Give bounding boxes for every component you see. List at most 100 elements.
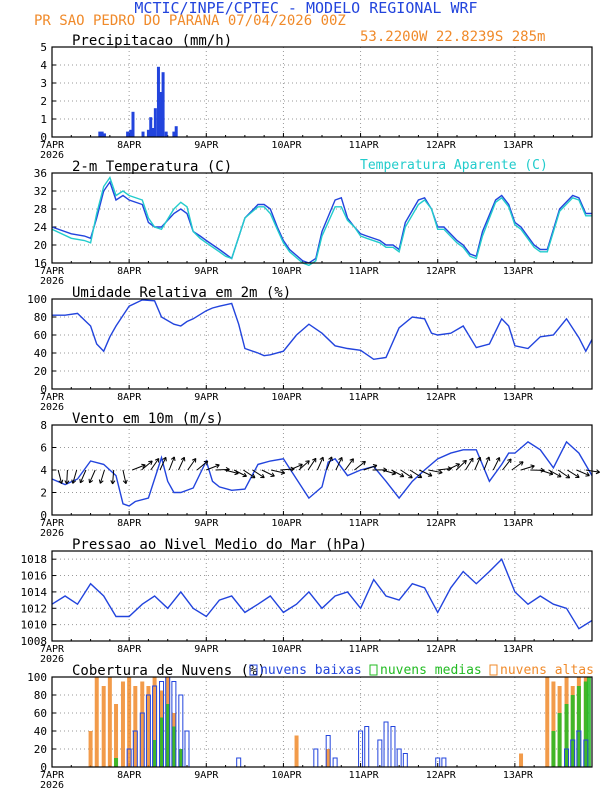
x-tick-label: 12APR [426, 140, 457, 151]
cloud-bar-nuvens-altas [114, 704, 119, 767]
x-tick-label: 13APR [503, 392, 534, 403]
x-tick-label: 9APR [194, 518, 219, 529]
wind-arrow-head [173, 456, 176, 461]
precip-bar [98, 131, 102, 137]
wind-arrow [511, 461, 524, 471]
wind-arrow-head [99, 480, 104, 484]
wind-arrow [391, 469, 405, 478]
cloud-bar-nuvens-medias [178, 749, 183, 767]
wind-arrow-head [349, 458, 354, 461]
cloud-bar-nuvens-altas [88, 731, 93, 767]
wind-arrow-head [262, 473, 265, 478]
wind-arrow [206, 464, 220, 471]
precip-bar [129, 129, 133, 137]
wind-arrow [252, 469, 265, 479]
wind-arrow-head [79, 478, 81, 483]
wind-arrow [150, 458, 160, 471]
panel-frame [51, 424, 593, 516]
wind-arrow-head [203, 460, 208, 463]
wind-arrow [132, 464, 146, 471]
wind-arrow-head [585, 475, 590, 477]
cloud-bar-nuvens-altas [519, 753, 524, 767]
wind-arrow-head [530, 464, 535, 467]
wind-arrow-head [290, 468, 295, 472]
cloud-bar-nuvens-medias [165, 704, 170, 767]
x-tick-label: 7APR [40, 644, 65, 655]
wind-arrow [289, 463, 303, 471]
x-tick-label: 9APR [194, 140, 219, 151]
cloud-bar-nuvens-medias [557, 713, 562, 767]
x-tick-label: 11APR [349, 392, 380, 403]
panel-title: Cobertura de Nuvens (%) [72, 663, 266, 679]
wind-arrow [585, 469, 600, 473]
y-tick-label: 5 [40, 41, 47, 54]
wind-arrow-head [488, 456, 491, 461]
panel-title: 2-m Temperatura (C) [72, 159, 232, 175]
wind-arrow [196, 460, 209, 471]
wind-arrow [57, 469, 63, 484]
header-title: MCTIC/INPE/CPTEC - MODELO REGIONAL WRF [134, 0, 477, 17]
cloud-bar-nuvens-medias [159, 717, 164, 767]
x-tick-label: 11APR [349, 644, 380, 655]
y-tick-label: 1012 [21, 602, 48, 615]
header-coords: 53.2200W 22.8239S 285m [360, 29, 545, 45]
wind-arrow-head [154, 458, 159, 461]
panel-frame [51, 172, 593, 264]
wind-arrow-head [66, 480, 70, 485]
x-tick-label: 13APR [503, 644, 534, 655]
wind-arrow-head [298, 463, 303, 465]
x-tick-label: 10APR [271, 518, 302, 529]
wind-arrow [326, 456, 333, 471]
wind-arrow-head [72, 480, 77, 484]
series-line-1 [52, 299, 593, 361]
cloud-bar-nuvens-altas [294, 735, 299, 767]
wind-arrow [418, 469, 433, 477]
y-tick-label: 8 [40, 419, 47, 432]
x-tick-label: 7APR [40, 266, 65, 277]
wind-arrow-head [319, 456, 324, 460]
precip-bar [161, 72, 165, 137]
wind-arrow-head [495, 457, 500, 461]
x-tick-year: 2026 [40, 276, 64, 287]
wind-arrow [307, 458, 317, 471]
x-tick-label: 8APR [117, 140, 142, 151]
cloud-bar-nuvens-medias [570, 695, 575, 767]
wind-arrow-head [191, 458, 196, 461]
wind-arrow [363, 464, 378, 471]
wind-arrow [215, 468, 230, 471]
wind-arrow-head [476, 456, 481, 460]
wind-arrow-head [456, 463, 461, 468]
wind-arrow [187, 458, 197, 471]
cloud-bar-nuvens-altas [101, 686, 106, 767]
wind-arrow-head [305, 460, 310, 462]
wind-arrow-head [429, 472, 433, 477]
wind-arrow [576, 469, 590, 477]
wind-arrow [428, 469, 443, 474]
wind-arrow [243, 469, 256, 479]
y-tick-label: 20 [34, 365, 47, 378]
y-tick-label: 80 [34, 311, 47, 324]
y-tick-label: 1016 [21, 570, 48, 583]
cloud-bar-nuvens-altas [551, 681, 556, 767]
x-tick-label: 9APR [194, 644, 219, 655]
y-tick-label: 0 [40, 131, 47, 144]
x-tick-label: 12APR [426, 266, 457, 277]
x-tick-label: 12APR [426, 392, 457, 403]
y-tick-label: 4 [40, 464, 47, 477]
wind-arrow-head [215, 463, 220, 466]
wind-arrow-head [549, 470, 554, 475]
wind-arrow-head [438, 469, 443, 474]
precip-bar [156, 66, 160, 137]
y-tick-label: 28 [34, 203, 47, 216]
cloud-bar-nuvens-altas [326, 749, 331, 767]
x-tick-label: 8APR [117, 644, 142, 655]
wind-arrow-head [112, 480, 116, 485]
wind-arrow-head [307, 460, 310, 465]
precip-bar [131, 111, 135, 137]
precip-bar [172, 131, 176, 137]
wind-arrow-head [110, 480, 114, 485]
wind-arrow-head [64, 480, 68, 485]
cloud-bar-nuvens-altas [107, 677, 112, 767]
